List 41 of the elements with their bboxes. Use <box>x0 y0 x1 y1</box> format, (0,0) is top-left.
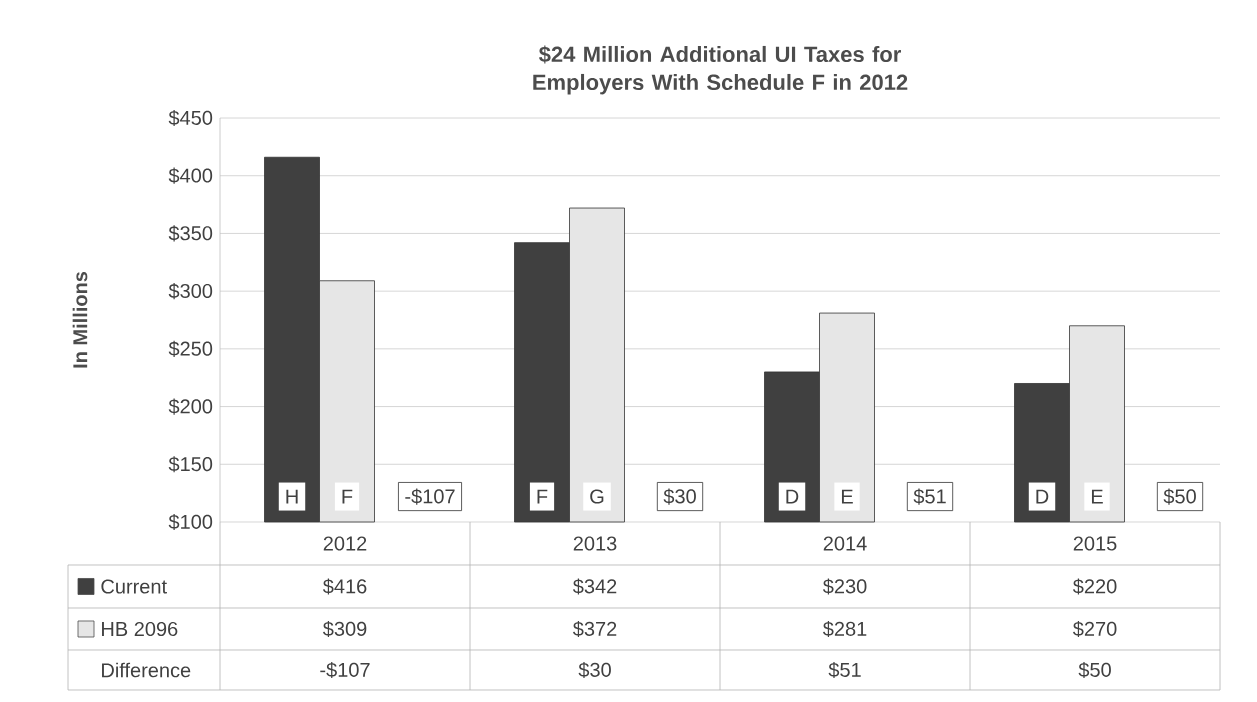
annotation: F <box>537 489 548 504</box>
text: Difference <box>102 662 191 678</box>
y-tick-label: $200 <box>168 398 213 415</box>
legend-label: Current <box>101 579 167 594</box>
text: $50 <box>1078 661 1111 679</box>
x-tick-label: 2014 <box>823 536 867 551</box>
annotation: F <box>342 489 353 504</box>
y-tick-label: $400 <box>168 167 213 184</box>
y-tick-label: $450 <box>168 109 213 127</box>
annotation: D <box>1036 489 1049 504</box>
annotation: H <box>286 489 298 504</box>
annotation: $30 <box>663 488 696 505</box>
annotation: $50 <box>1163 488 1196 505</box>
annotation: $51 <box>913 488 946 505</box>
data-label: $230 <box>822 578 867 595</box>
chart-title: $24 Million Additional UI Taxes for Employers With Schedule F in 2012 <box>533 45 908 95</box>
annotation: G <box>590 489 604 504</box>
text: -$107 <box>320 661 370 679</box>
y-tick-label: $100 <box>168 513 213 531</box>
y-tick-label: $150 <box>168 456 213 473</box>
x-tick-label: 2015 <box>1073 536 1117 551</box>
data-label: $342 <box>572 578 617 595</box>
data-label: $372 <box>572 620 617 638</box>
data-label: $270 <box>1072 620 1117 638</box>
annotation: D <box>786 489 799 504</box>
x-tick-label: 2012 <box>323 536 367 551</box>
text: $51 <box>828 661 861 679</box>
annotation: E <box>1091 489 1103 504</box>
legend-label: HB 2096 <box>102 621 178 637</box>
annotation: -$107 <box>405 488 455 505</box>
annotation: E <box>841 489 853 504</box>
data-label: $416 <box>322 578 367 595</box>
text: $30 <box>578 661 611 679</box>
data-label: $309 <box>322 620 367 638</box>
data-label: $220 <box>1072 578 1117 595</box>
x-tick-label: 2013 <box>573 536 617 551</box>
y-tick-label: $250 <box>168 340 213 357</box>
y-tick-label: $350 <box>168 225 213 242</box>
y-tick-label: $300 <box>168 283 213 300</box>
y-axis-title: In Millions <box>72 271 88 368</box>
data-label: $281 <box>822 620 867 638</box>
